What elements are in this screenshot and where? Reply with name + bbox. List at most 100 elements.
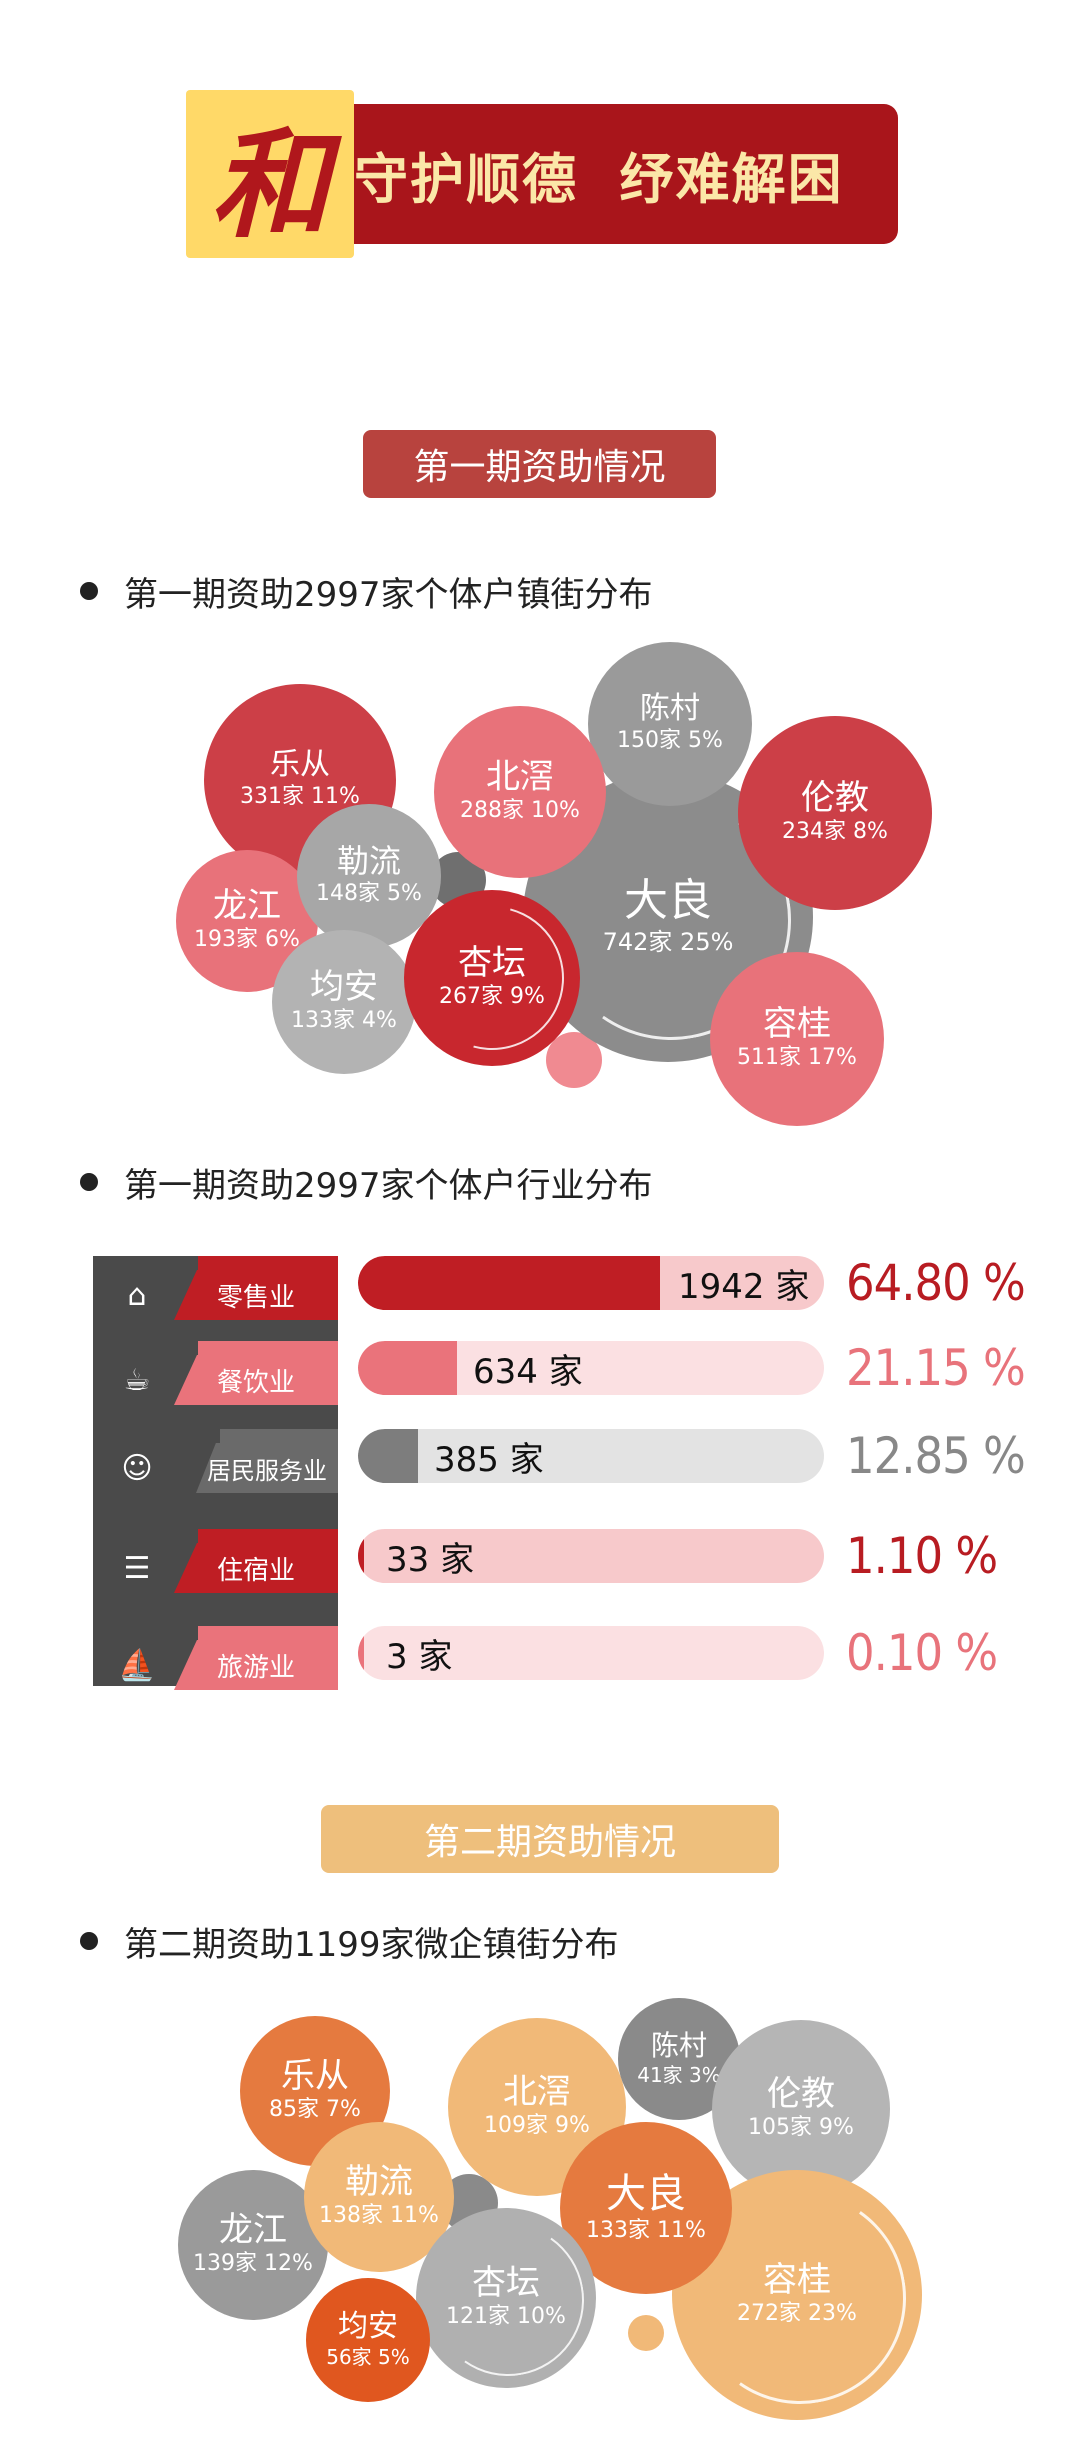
bubble-value: 109家 9% [484,2113,590,2139]
bubble-ronggui: 容桂 511家 17% [710,952,884,1126]
bubble-value: 511家 17% [737,1045,857,1071]
industry-percent-1: 21.15 % [846,1339,1026,1397]
industry-label-accent [198,1256,338,1272]
industry-bar-fill-2 [358,1429,418,1483]
industry-count-3: 33 家 [386,1539,475,1580]
banner-logo-character: 和 [210,114,329,254]
bubble-xingtan: 杏坛 267家 9% [404,890,580,1066]
section1-town-heading: 第一期资助2997家个体户镇街分布 [80,566,653,616]
industry-percent-2: 12.85 % [846,1427,1026,1485]
bubble-value: 148家 5% [316,881,422,907]
bubble-value: 272家 23% [737,2301,857,2327]
bubble-name: 容桂 [763,2260,831,2301]
bubble-value: 105家 9% [748,2115,854,2141]
bubble-name: 大良 [606,2170,686,2217]
industry-bar-track-4 [358,1626,824,1680]
bullet-icon [80,1173,98,1191]
industry-label-3: 住宿业 [174,1543,338,1593]
bubble-value: 193家 6% [194,927,300,953]
bubble-name: 北滘 [503,2072,571,2113]
bubble-name: 乐从 [281,2056,349,2097]
bed-icon: ☰ [123,1550,151,1586]
bubble-name: 大良 [624,875,712,927]
decor-circle [628,2315,664,2351]
bubble-longjiang: 龙江 139家 12% [178,2170,328,2320]
bubble-name: 北滘 [486,757,554,798]
bubble-chencun: 陈村 150家 5% [588,642,752,806]
bubble-value: 742家 25% [602,927,734,956]
industry-percent-3: 1.10 % [846,1527,998,1585]
bubble-value: 133家 4% [291,1008,397,1034]
bubble-name: 伦教 [801,778,869,819]
section1-pill: 第一期资助情况 [363,430,716,498]
section2-bubble-cluster: 乐从 85家 7% 北滘 109家 9% 陈村 41家 3% 伦教 105家 9… [0,1990,1080,2442]
industry-label-accent [198,1626,338,1642]
section1-industry-heading-text: 第一期资助2997家个体户行业分布 [124,1165,653,1206]
bubble-name: 龙江 [219,2210,287,2251]
bubble-name: 均安 [338,2308,398,2344]
bubble-name: 陈村 [640,691,700,727]
section1-bubble-cluster: 大良 742家 25% 陈村 150家 5% 乐从 331家 11% 北滘 28… [0,640,1080,1126]
bubble-name: 杏坛 [458,943,526,984]
section1-town-heading-text: 第一期资助2997家个体户镇街分布 [124,574,653,615]
bubble-name: 容桂 [763,1004,831,1045]
bubble-value: 150家 5% [617,727,723,753]
banner-logo-box [186,90,354,258]
industry-bar-track-1 [358,1341,824,1395]
industry-count-0: 1942 家 [678,1266,810,1307]
bullet-icon [80,582,98,600]
industry-label-0: 零售业 [174,1270,338,1320]
bubble-ronggui: 容桂 272家 23% [672,2170,922,2420]
bubble-beijiao: 北滘 288家 10% [434,706,606,878]
industry-bar-fill-0 [358,1256,660,1310]
travel-icon: ⛵ [118,1647,156,1683]
bubble-name: 伦教 [767,2074,835,2115]
industry-bar-track-2 [358,1429,824,1483]
bubble-value: 234家 8% [782,819,888,845]
industry-label-accent [220,1429,338,1445]
store-icon: ⌂ [127,1277,147,1313]
industry-label-2: 居民服务业 [196,1443,338,1493]
industry-count-1: 634 家 [473,1351,583,1392]
bubble-junan: 均安 133家 4% [272,930,416,1074]
bubble-longjiang: 龙江 193家 6% [176,850,318,992]
bubble-name: 乐从 [270,747,330,783]
bubble-value: 139家 12% [193,2251,313,2277]
bubble-name: 陈村 [650,2028,707,2062]
industry-bar-fill-4 [358,1626,364,1680]
bubble-value: 267家 9% [439,984,545,1010]
bubble-value: 56家 5% [326,2345,410,2370]
bubble-value: 138家 11% [319,2203,439,2229]
bullet-icon [80,1932,98,1950]
bubble-value: 288家 10% [460,798,580,824]
bubble-xingtan: 杏坛 121家 10% [416,2208,596,2388]
bubble-name: 勒流 [336,842,401,881]
bubble-value: 133家 11% [586,2217,706,2243]
banner-background [330,104,898,244]
food-icon: ☕ [123,1362,151,1398]
bubble-lunjiao: 伦教 234家 8% [738,716,932,910]
bubble-value: 121家 10% [446,2304,566,2330]
section2-pill: 第二期资助情况 [321,1805,779,1873]
industry-count-4: 3 家 [386,1636,453,1677]
industry-bar-track-3 [358,1529,824,1583]
section2-town-heading: 第二期资助1199家微企镇街分布 [80,1916,619,1966]
bubble-value: 331家 11% [240,783,360,809]
industry-label-4: 旅游业 [174,1640,338,1690]
bubble-name: 勒流 [345,2162,413,2203]
industry-label-accent [198,1529,338,1545]
industry-bar-fill-1 [358,1341,457,1395]
industry-label-accent [198,1341,338,1357]
industry-count-2: 385 家 [434,1439,544,1480]
bubble-leliu: 勒流 138家 11% [304,2122,454,2272]
bubble-name: 龙江 [213,886,281,927]
bubble-name: 均安 [310,967,378,1008]
bubble-leliu: 勒流 148家 5% [297,804,441,948]
industry-percent-0: 64.80 % [846,1254,1026,1312]
section1-industry-heading: 第一期资助2997家个体户行业分布 [80,1157,653,1207]
industry-percent-4: 0.10 % [846,1624,998,1682]
bubble-junan: 均安 56家 5% [306,2278,430,2402]
industry-bar-track-0 [358,1256,824,1310]
section2-town-heading-text: 第二期资助1199家微企镇街分布 [124,1924,619,1965]
industry-label-1: 餐饮业 [174,1355,338,1405]
